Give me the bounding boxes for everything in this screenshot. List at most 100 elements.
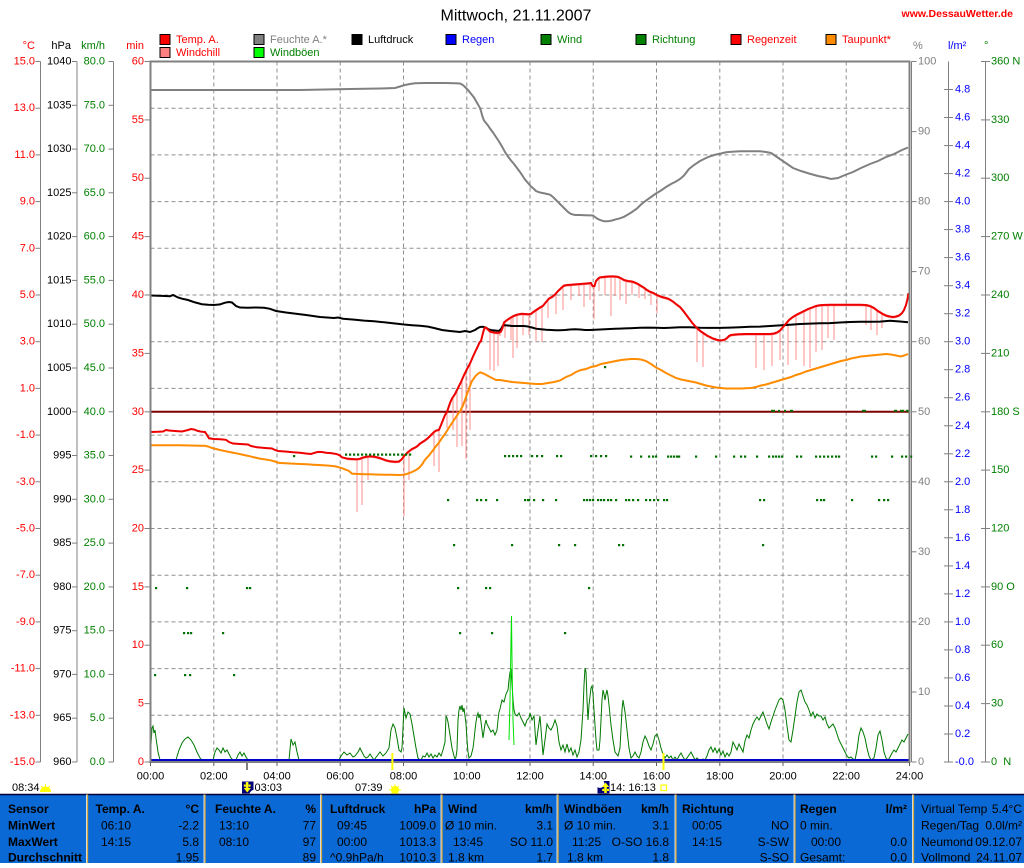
svg-text:08:34: 08:34 xyxy=(12,782,40,794)
svg-text:00:00: 00:00 xyxy=(137,771,165,783)
svg-text:1035: 1035 xyxy=(47,99,71,111)
svg-text:km/h: km/h xyxy=(81,40,105,52)
svg-text:-9.0: -9.0 xyxy=(16,616,35,628)
svg-text:Regen: Regen xyxy=(462,34,494,46)
svg-text:Regen: Regen xyxy=(800,802,837,816)
svg-text:80: 80 xyxy=(918,196,930,208)
svg-text:965: 965 xyxy=(53,712,71,724)
svg-text:70: 70 xyxy=(918,266,930,278)
svg-text:-5.0: -5.0 xyxy=(16,523,35,535)
svg-text:Richtung: Richtung xyxy=(652,34,695,46)
svg-text:330: 330 xyxy=(991,114,1009,126)
svg-text:16:00: 16:00 xyxy=(643,771,671,783)
svg-text:www.DessauWetter.de: www.DessauWetter.de xyxy=(901,8,1014,20)
svg-text:25: 25 xyxy=(132,464,144,476)
svg-text:Sensor: Sensor xyxy=(8,802,49,816)
svg-text:13:45: 13:45 xyxy=(453,835,483,849)
svg-text:75.0: 75.0 xyxy=(84,99,105,111)
svg-text:980: 980 xyxy=(53,581,71,593)
svg-text:3.1: 3.1 xyxy=(536,819,553,833)
svg-text:0.0: 0.0 xyxy=(890,851,907,864)
svg-text:hPa: hPa xyxy=(51,40,71,52)
svg-text:1015: 1015 xyxy=(47,274,71,286)
svg-text:hPa: hPa xyxy=(414,802,436,816)
svg-text:3.0: 3.0 xyxy=(20,336,35,348)
svg-text:11:25: 11:25 xyxy=(572,835,601,849)
svg-text:20.0: 20.0 xyxy=(84,581,105,593)
svg-text:40: 40 xyxy=(918,476,930,488)
svg-text:-1.0: -1.0 xyxy=(16,429,35,441)
svg-text:77: 77 xyxy=(303,819,317,833)
svg-text:89: 89 xyxy=(303,851,317,864)
svg-text:0.0: 0.0 xyxy=(890,835,907,849)
svg-text:15: 15 xyxy=(132,581,144,593)
svg-text:15.0: 15.0 xyxy=(84,625,105,637)
svg-text:5.0: 5.0 xyxy=(20,289,35,301)
svg-text:40: 40 xyxy=(132,289,144,301)
svg-text:65.0: 65.0 xyxy=(84,187,105,199)
svg-text:Regenzeit: Regenzeit xyxy=(747,34,797,46)
svg-text:02:00: 02:00 xyxy=(200,771,228,783)
svg-text:20: 20 xyxy=(918,616,930,628)
svg-text:Ø 10 min.: Ø 10 min. xyxy=(564,819,616,833)
svg-text:1000: 1000 xyxy=(47,406,71,418)
svg-text:12:00: 12:00 xyxy=(516,771,544,783)
svg-text:00:00: 00:00 xyxy=(337,835,367,849)
svg-text:km/h: km/h xyxy=(641,802,669,816)
svg-text:2.2: 2.2 xyxy=(955,448,970,460)
svg-text:0: 0 xyxy=(138,756,144,768)
svg-text:210: 210 xyxy=(991,347,1009,359)
svg-text:120: 120 xyxy=(991,523,1009,535)
svg-text:1030: 1030 xyxy=(47,143,71,155)
svg-text:10.0: 10.0 xyxy=(84,668,105,680)
svg-text:2.8: 2.8 xyxy=(955,364,970,376)
svg-text:45.0: 45.0 xyxy=(84,362,105,374)
svg-text:1010.3: 1010.3 xyxy=(399,851,436,864)
svg-text:14: 16:13: 14: 16:13 xyxy=(610,782,656,794)
svg-text:09.12.07: 09.12.07 xyxy=(975,835,1022,849)
svg-text:970: 970 xyxy=(53,668,71,680)
svg-text:Neumond: Neumond xyxy=(921,835,973,849)
svg-text:14:15: 14:15 xyxy=(101,835,131,849)
svg-text:1.4: 1.4 xyxy=(955,560,970,572)
svg-text:Windböen: Windböen xyxy=(564,802,622,816)
svg-text:180 S: 180 S xyxy=(991,406,1020,418)
svg-text:5.4°C: 5.4°C xyxy=(992,802,1022,816)
svg-text:1.8 km: 1.8 km xyxy=(567,851,603,864)
svg-text:0.2: 0.2 xyxy=(955,728,970,740)
svg-text:-0.0: -0.0 xyxy=(955,756,974,768)
svg-text:%: % xyxy=(305,802,316,816)
svg-text:O-SO 16.8: O-SO 16.8 xyxy=(612,835,670,849)
svg-text:Luftdruck: Luftdruck xyxy=(368,34,414,46)
svg-text:^0.9hPa/h: ^0.9hPa/h xyxy=(330,851,384,864)
svg-text:-13.0: -13.0 xyxy=(10,709,35,721)
svg-text:50: 50 xyxy=(918,406,930,418)
svg-text:Mittwoch, 21.11.2007: Mittwoch, 21.11.2007 xyxy=(441,8,592,25)
svg-text:NO: NO xyxy=(771,819,789,833)
svg-text:-2.2: -2.2 xyxy=(178,819,199,833)
svg-text:3.1: 3.1 xyxy=(652,819,669,833)
svg-text:Regen/Tag: Regen/Tag xyxy=(921,819,979,833)
svg-text:90 O: 90 O xyxy=(991,581,1015,593)
svg-text:Wind: Wind xyxy=(448,802,477,816)
svg-text:4.6: 4.6 xyxy=(955,112,970,124)
svg-text:Gesamt:: Gesamt: xyxy=(800,851,845,864)
svg-text:04:00: 04:00 xyxy=(263,771,291,783)
svg-text:55: 55 xyxy=(132,114,144,126)
svg-text:240: 240 xyxy=(991,289,1009,301)
svg-text:14:15: 14:15 xyxy=(692,835,722,849)
svg-text:0.4: 0.4 xyxy=(955,700,970,712)
svg-text:1.8: 1.8 xyxy=(955,504,970,516)
svg-text:1009.0: 1009.0 xyxy=(399,819,436,833)
svg-text:22:00: 22:00 xyxy=(832,771,860,783)
svg-text:20: 20 xyxy=(132,523,144,535)
svg-text:975: 975 xyxy=(53,625,71,637)
svg-text:30: 30 xyxy=(991,698,1003,710)
svg-text:10:00: 10:00 xyxy=(453,771,481,783)
svg-text:10: 10 xyxy=(918,686,930,698)
svg-text:Ø 10 min.: Ø 10 min. xyxy=(445,819,497,833)
svg-text:7.0: 7.0 xyxy=(20,242,35,254)
svg-text:30: 30 xyxy=(132,406,144,418)
svg-text:%: % xyxy=(913,40,923,52)
svg-text:60: 60 xyxy=(918,336,930,348)
